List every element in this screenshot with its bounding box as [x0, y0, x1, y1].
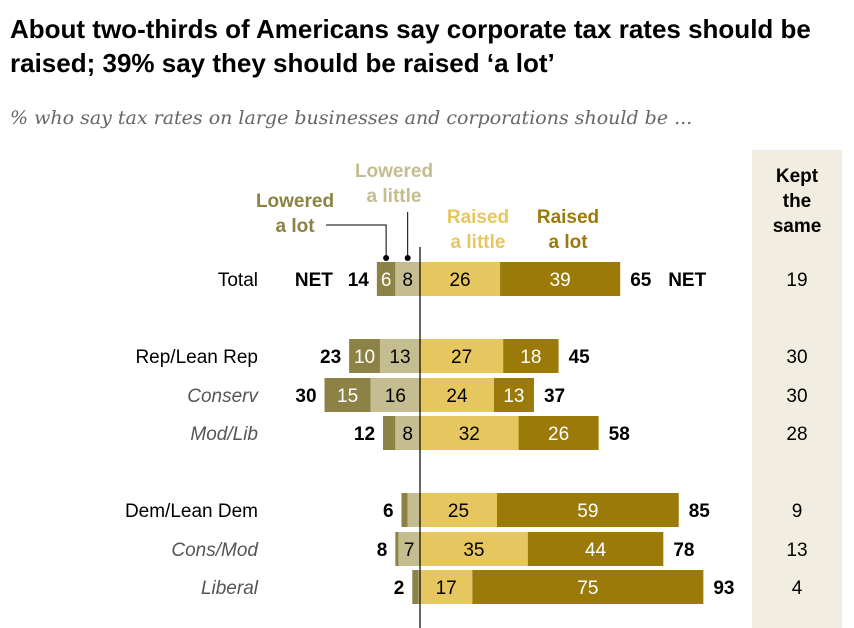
- label-raised-net: 45: [569, 347, 591, 368]
- label-lowered-net: 30: [295, 386, 316, 407]
- label-kept-same: 30: [786, 347, 807, 368]
- bar-raised-lot: [500, 262, 621, 296]
- row-label: Mod/Lib: [190, 424, 258, 445]
- label-kept-same: 30: [786, 386, 807, 407]
- leader-line-lowered-lot: [326, 224, 387, 258]
- bar-raised-little: [420, 532, 528, 566]
- label-raised-little: 32: [459, 424, 480, 445]
- net-label-right: NET: [668, 270, 706, 291]
- kept-same-column-bg: [752, 150, 842, 628]
- bar-raised-little: [420, 416, 519, 450]
- bar-raised-little: [420, 262, 501, 296]
- bar-lowered-little: [407, 493, 420, 527]
- label-lowered-net: 8: [377, 540, 388, 561]
- label-kept-same: 9: [792, 501, 803, 522]
- legend-raised-little-line1: Raised: [447, 207, 509, 228]
- label-raised-net: 78: [673, 540, 694, 561]
- label-raised-lot: 18: [520, 347, 541, 368]
- label-raised-little: 26: [449, 270, 470, 291]
- legend-kept-same-line3: same: [773, 216, 822, 237]
- label-raised-little: 27: [451, 347, 472, 368]
- label-kept-same: 28: [786, 424, 807, 445]
- label-lowered-little: 13: [389, 347, 410, 368]
- row-label: Total: [218, 270, 258, 291]
- label-raised-net: 58: [609, 424, 630, 445]
- bar-raised-little: [420, 570, 473, 604]
- legend-raised-lot-line1: Raised: [537, 207, 599, 228]
- label-raised-lot: 44: [585, 540, 607, 561]
- label-kept-same: 4: [792, 578, 803, 599]
- bar-raised-lot: [493, 378, 534, 412]
- label-lowered-net: 23: [320, 347, 341, 368]
- label-lowered-net: 12: [354, 424, 375, 445]
- bar-lowered-lot: [412, 570, 419, 604]
- label-raised-lot: 26: [548, 424, 569, 445]
- label-lowered-lot: 6: [381, 270, 392, 291]
- label-lowered-net: 14: [348, 270, 370, 291]
- chart-subtitle: % who say tax rates on large businesses …: [10, 107, 693, 129]
- bar-lowered-lot: [401, 493, 408, 527]
- label-lowered-lot: 15: [337, 386, 358, 407]
- bar-lowered-lot: [383, 416, 396, 450]
- row-label: Dem/Lean Dem: [125, 501, 258, 522]
- label-raised-lot: 13: [503, 386, 524, 407]
- bar-lowered-little: [398, 532, 420, 566]
- label-raised-little: 35: [463, 540, 484, 561]
- legend-lowered-lot-line1: Lowered: [256, 191, 334, 212]
- label-lowered-little: 8: [402, 424, 413, 445]
- label-raised-little: 25: [448, 501, 469, 522]
- bar-raised-lot: [472, 570, 704, 604]
- row-label: Conserv: [187, 386, 259, 407]
- bar-lowered-lot: [324, 378, 371, 412]
- legend-kept-same-line2: the: [783, 191, 812, 212]
- label-lowered-little: 7: [404, 540, 415, 561]
- legend-raised-lot-line2: a lot: [548, 232, 588, 253]
- label-raised-lot: 59: [577, 501, 598, 522]
- bar-raised-lot: [503, 339, 559, 373]
- bar-lowered-little: [418, 570, 420, 604]
- legend-raised-little-line2: a little: [451, 232, 506, 253]
- bar-lowered-little: [379, 339, 420, 373]
- label-kept-same: 13: [786, 540, 807, 561]
- label-raised-little: 17: [436, 578, 457, 599]
- label-kept-same: 19: [786, 270, 807, 291]
- bar-lowered-lot: [349, 339, 380, 373]
- bar-raised-lot: [518, 416, 599, 450]
- label-lowered-net: 6: [383, 501, 394, 522]
- label-raised-net: 65: [630, 270, 652, 291]
- leader-dot-lowered-little: [404, 255, 411, 261]
- bar-lowered-little: [370, 378, 420, 412]
- label-lowered-lot: 10: [354, 347, 375, 368]
- bar-lowered-little: [395, 262, 420, 296]
- label-lowered-little: 16: [385, 386, 406, 407]
- bar-lowered-lot: [376, 262, 396, 296]
- label-lowered-little: 8: [402, 270, 413, 291]
- net-label-left: NET: [295, 270, 333, 291]
- label-raised-lot: 39: [550, 270, 571, 291]
- label-lowered-net: 2: [394, 578, 405, 599]
- bar-raised-little: [420, 493, 497, 527]
- row-label: Cons/Mod: [171, 540, 259, 561]
- bar-raised-lot: [527, 532, 664, 566]
- leader-dot-lowered-lot: [383, 255, 390, 261]
- legend-lowered-little-line2: a little: [367, 186, 422, 207]
- label-raised-net: 93: [713, 578, 734, 599]
- bar-lowered-lot: [395, 532, 399, 566]
- label-raised-lot: 75: [577, 578, 598, 599]
- chart-title: About two-thirds of Americans say corpor…: [10, 14, 811, 78]
- bar-raised-little: [420, 378, 494, 412]
- row-label: Liberal: [201, 578, 259, 599]
- legend-lowered-lot-line2: a lot: [275, 216, 315, 237]
- row-label: Rep/Lean Rep: [135, 347, 258, 368]
- bar-lowered-little: [395, 416, 420, 450]
- bar-raised-little: [420, 339, 504, 373]
- legend-lowered-little-line1: Lowered: [355, 161, 433, 182]
- legend-kept-same-line1: Kept: [776, 166, 819, 187]
- label-raised-little: 24: [446, 386, 468, 407]
- label-raised-net: 85: [689, 501, 711, 522]
- label-raised-net: 37: [544, 386, 565, 407]
- bar-raised-lot: [497, 493, 679, 527]
